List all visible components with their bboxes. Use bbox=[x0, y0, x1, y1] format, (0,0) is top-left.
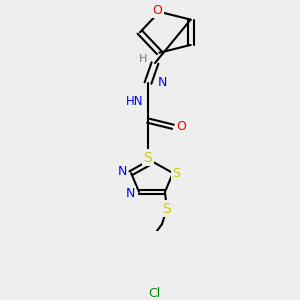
Text: S: S bbox=[144, 151, 152, 164]
Text: S: S bbox=[163, 202, 171, 216]
Text: Cl: Cl bbox=[148, 287, 160, 300]
Text: O: O bbox=[176, 120, 186, 133]
Text: N: N bbox=[126, 187, 135, 200]
Text: O: O bbox=[152, 4, 162, 17]
Text: S: S bbox=[172, 167, 180, 179]
Text: HN: HN bbox=[125, 95, 143, 108]
Text: N: N bbox=[118, 165, 127, 178]
Text: N: N bbox=[158, 76, 167, 89]
Text: H: H bbox=[139, 54, 147, 64]
